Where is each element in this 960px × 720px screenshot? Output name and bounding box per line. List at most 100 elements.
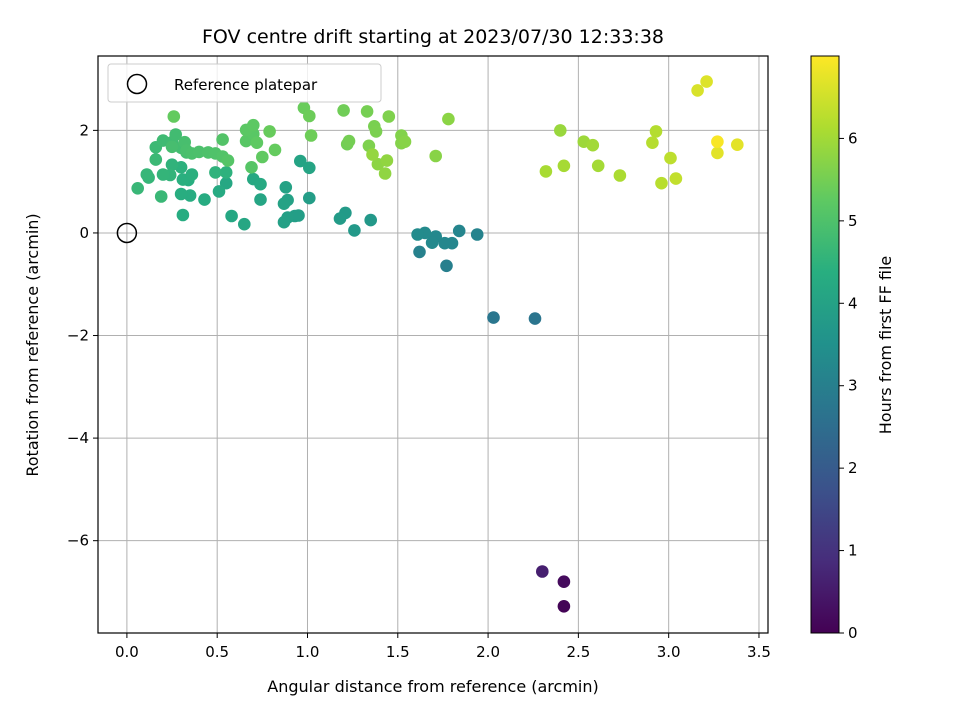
data-point <box>669 172 683 185</box>
data-point <box>212 185 226 198</box>
data-point <box>209 166 222 179</box>
legend-label: Reference platepar <box>174 76 318 94</box>
data-point <box>646 136 659 149</box>
data-point <box>557 600 571 613</box>
x-axis-ticks: 0.0 0.5 1.0 1.5 2.0 2.5 3.0 3.5 <box>115 633 771 661</box>
y-tick-label: −6 <box>67 532 89 550</box>
data-point <box>700 75 713 88</box>
data-point <box>364 213 378 227</box>
data-point <box>470 228 484 241</box>
x-axis-label: Angular distance from reference (arcmin) <box>267 677 598 696</box>
data-point <box>255 150 269 164</box>
data-point <box>380 154 394 167</box>
data-point <box>442 112 455 126</box>
data-point <box>185 168 199 181</box>
data-point <box>219 176 233 190</box>
data-point <box>250 136 264 149</box>
colorbar-tick-label: 3 <box>848 377 858 395</box>
data-point <box>487 311 500 324</box>
colorbar-tick-label: 1 <box>848 542 858 560</box>
legend-box <box>107 63 382 103</box>
data-point <box>165 158 179 171</box>
y-tick-label: 2 <box>79 121 89 139</box>
data-point <box>254 177 267 191</box>
colorbar-tick-label: 5 <box>848 212 858 230</box>
data-point <box>366 148 379 161</box>
data-point <box>131 182 144 195</box>
data-point <box>557 575 571 588</box>
data-point <box>557 159 571 173</box>
colorbar-label: Hours from first FF file <box>876 256 895 435</box>
y-tick-label: −2 <box>67 327 89 345</box>
data-point <box>247 118 260 132</box>
legend-marker-icon <box>126 73 148 95</box>
chart-title: FOV centre drift starting at 2023/07/30 … <box>202 26 664 48</box>
data-point <box>140 168 154 181</box>
data-point <box>554 124 567 137</box>
data-point <box>731 138 744 151</box>
data-point <box>279 181 293 194</box>
data-point <box>198 193 211 206</box>
data-point <box>304 129 318 142</box>
data-point <box>398 135 412 148</box>
x-tick-label: 1.0 <box>296 643 320 661</box>
grid-lines <box>98 56 768 633</box>
data-point <box>539 165 553 178</box>
data-point <box>192 145 206 159</box>
data-point <box>174 187 188 201</box>
data-point <box>411 228 424 241</box>
data-point <box>413 245 426 259</box>
data-point <box>425 236 439 249</box>
colorbar-tick-label: 4 <box>848 294 858 312</box>
x-tick-label: 2.5 <box>566 643 590 661</box>
x-tick-label: 1.5 <box>386 643 410 661</box>
data-point <box>263 125 276 138</box>
data-point <box>216 133 229 146</box>
x-tick-label: 0.5 <box>205 643 229 661</box>
data-point <box>360 105 374 118</box>
colorbar-tick-label: 6 <box>848 129 858 147</box>
colorbar: 0 1 2 3 4 5 6 Hours from first FF file <box>810 55 895 642</box>
data-point <box>382 110 396 123</box>
data-point <box>154 190 168 203</box>
x-tick-label: 3.0 <box>657 643 681 661</box>
data-point <box>429 149 443 163</box>
data-point <box>664 151 677 165</box>
data-point <box>452 224 466 238</box>
legend: Reference platepar <box>107 63 382 103</box>
data-point <box>586 138 600 152</box>
data-point <box>277 215 291 229</box>
colorbar-ticks: 0 1 2 3 4 5 6 <box>839 129 858 642</box>
reference-marker <box>116 222 138 244</box>
data-point <box>219 166 233 179</box>
data-point <box>613 169 627 182</box>
data-point <box>333 212 347 225</box>
data-point <box>277 197 291 210</box>
x-tick-label: 0.0 <box>115 643 139 661</box>
y-tick-label: −4 <box>67 429 89 447</box>
y-axis-ticks: 2 0 −2 −4 −6 <box>67 121 98 550</box>
data-point <box>438 236 452 250</box>
data-point <box>303 161 316 175</box>
data-point <box>691 84 704 97</box>
data-point <box>591 159 605 173</box>
plot-frame <box>97 55 769 634</box>
data-point <box>528 312 542 325</box>
data-point <box>649 125 663 138</box>
data-point <box>245 161 258 174</box>
y-axis-label: Rotation from reference (arcmin) <box>23 213 42 476</box>
data-point <box>440 259 453 273</box>
data-point <box>711 135 724 148</box>
data-point <box>254 193 267 206</box>
data-point <box>337 104 350 117</box>
data-point <box>303 109 316 123</box>
data-point <box>167 110 181 123</box>
data-point <box>655 176 668 190</box>
x-tick-label: 2.0 <box>476 643 500 661</box>
y-tick-label: 0 <box>79 224 89 242</box>
colorbar-tick-label: 2 <box>848 459 858 477</box>
data-point <box>711 146 724 160</box>
colorbar-tick-label: 0 <box>848 624 858 642</box>
data-point <box>378 167 392 180</box>
